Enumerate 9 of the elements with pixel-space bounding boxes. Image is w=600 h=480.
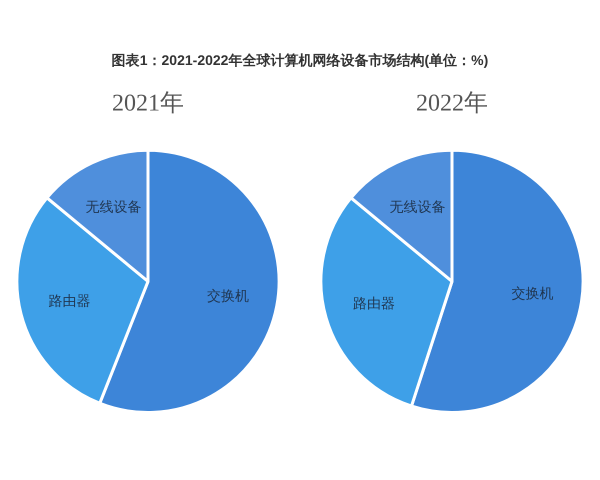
chart-title: 2021年 bbox=[112, 90, 184, 117]
slice-label: 路由器 bbox=[48, 292, 90, 308]
chart-title: 2022年 bbox=[416, 90, 488, 117]
slice-label: 路由器 bbox=[352, 294, 395, 311]
text: 图表1：2021-2022年全球计算机网络设备市场结构(单位：%) bbox=[110, 52, 490, 70]
slice-label: 无线设备 bbox=[85, 198, 142, 215]
slice-label: 交换机 bbox=[511, 284, 554, 301]
slice-label: 无线设备 bbox=[389, 198, 446, 215]
slice-label: 交换机 bbox=[206, 287, 249, 304]
